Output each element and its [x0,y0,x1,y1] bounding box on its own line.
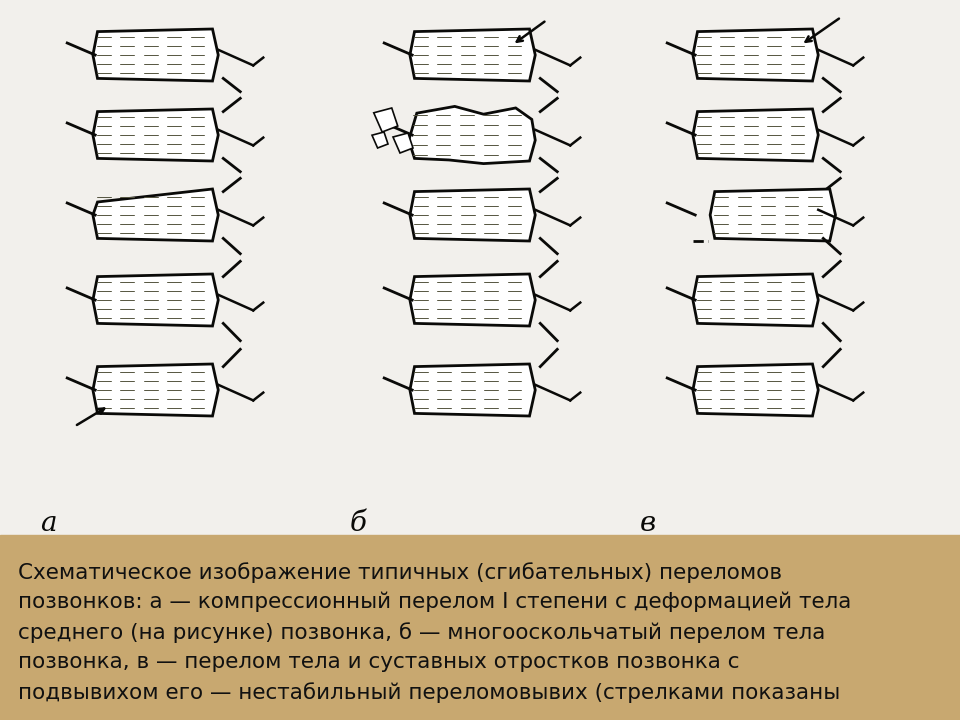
Text: среднего (на рисунке) позвонка, б — многооскольчатый перелом тела: среднего (на рисунке) позвонка, б — мног… [18,622,826,643]
Bar [0,0,960,535]
Text: Схематическое изображение типичных (сгибательных) переломов: Схематическое изображение типичных (сгиб… [18,562,782,582]
Text: в: в [640,510,656,537]
Polygon shape [393,133,413,153]
Polygon shape [410,189,536,241]
Text: б: б [350,510,367,537]
Polygon shape [93,364,218,416]
Polygon shape [372,132,388,148]
Text: а: а [40,510,57,537]
Polygon shape [93,29,218,81]
Polygon shape [693,274,818,326]
Text: подвывихом его — нестабильный переломовывих (стрелками показаны: подвывихом его — нестабильный переломовы… [18,682,840,703]
Polygon shape [93,109,218,161]
Polygon shape [693,364,818,416]
Text: позвонка, в — перелом тела и суставных отростков позвонка с: позвонка, в — перелом тела и суставных о… [18,652,739,672]
Polygon shape [693,109,818,161]
Polygon shape [410,364,536,416]
Polygon shape [410,29,536,81]
Polygon shape [93,189,218,241]
Polygon shape [410,274,536,326]
Text: позвонков: а — компрессионный перелом I степени с деформацией тела: позвонков: а — компрессионный перелом I … [18,592,852,613]
Polygon shape [693,29,818,81]
Polygon shape [409,107,536,163]
Bar [0,535,960,720]
Polygon shape [93,274,218,326]
Polygon shape [710,189,835,241]
Polygon shape [373,108,397,132]
